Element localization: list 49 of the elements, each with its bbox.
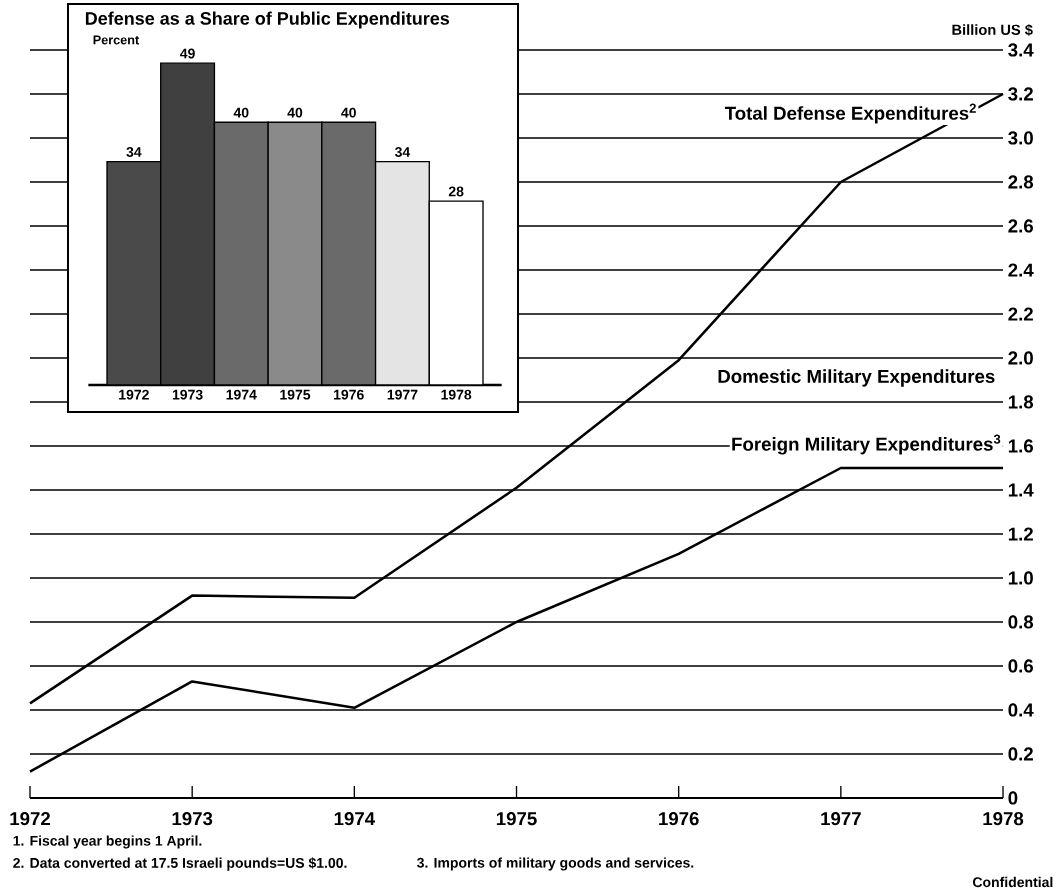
x-tick-label: 1976 [334, 389, 364, 400]
y-axis-title: Billion US $ [952, 24, 1033, 37]
x-tick-label: 1976 [659, 812, 699, 826]
y-tick-label: 2.2 [1008, 307, 1033, 321]
x-tick-label: 1974 [334, 812, 375, 826]
data-label: 40 [341, 107, 356, 118]
data-label: 28 [448, 186, 464, 197]
x-tick-label: 1972 [119, 389, 149, 400]
x-tick-label: 1978 [983, 812, 1024, 826]
data-label: 34 [394, 147, 411, 158]
y-tick-label: 0.2 [1008, 747, 1033, 761]
y-tick-label: 2.0 [1008, 351, 1033, 365]
x-tick-label: 1975 [496, 812, 537, 826]
y-tick-label: 0.8 [1008, 615, 1034, 629]
data-label: 34 [126, 147, 142, 158]
series-label: Foreign Military Expenditures$^{3}$ [732, 434, 1001, 455]
x-tick-label: 1974 [226, 389, 257, 400]
y-tick-label: 3.4 [1008, 43, 1034, 57]
x-tick-label: 1975 [280, 389, 311, 400]
text: 1. Fiscal year begins 1 April. [13, 835, 202, 849]
y-tick-label: 2.4 [1008, 263, 1034, 277]
y-tick-label: 1.2 [1008, 527, 1033, 541]
x-tick-label: 1972 [10, 812, 51, 826]
y-tick-label: 1.6 [1008, 439, 1033, 453]
chart-title: Defense as a Share of Public Expenditures [85, 11, 450, 29]
data-label: 40 [233, 107, 249, 118]
y-tick-label: 0.6 [1008, 659, 1033, 673]
data-label: 49 [180, 48, 195, 59]
data-label: 40 [287, 107, 303, 118]
x-tick-label: 1978 [441, 389, 472, 400]
y-tick-label: 2.8 [1008, 175, 1034, 189]
y-tick-label: 0 [1008, 791, 1018, 805]
y-tick-label: 0.4 [1008, 703, 1034, 717]
x-tick-label: 1977 [821, 812, 861, 826]
y-tick-label: 3.2 [1008, 87, 1033, 101]
text: 2. Data converted at 17.5 Israeli pounds=US $1.00. [13, 857, 347, 871]
y-tick-label: 1.8 [1008, 395, 1034, 409]
y-tick-label: 1.0 [1008, 571, 1033, 585]
x-tick-label: 1973 [172, 812, 213, 826]
y-tick-label: 3.0 [1008, 131, 1033, 145]
series-label: Total Defense Expenditures$^{2}$ [724, 103, 976, 124]
text: 3. Imports of military goods and services. [417, 857, 694, 871]
y-tick-label: 1.4 [1008, 483, 1034, 497]
text: Confidential [972, 877, 1053, 888]
annotation: Domestic Military Expenditures [718, 369, 995, 387]
x-tick-label: 1977 [387, 389, 418, 400]
y-tick-label: 2.6 [1008, 219, 1033, 233]
x-tick-label: 1973 [172, 389, 203, 400]
y-axis-title: Percent [93, 35, 140, 45]
